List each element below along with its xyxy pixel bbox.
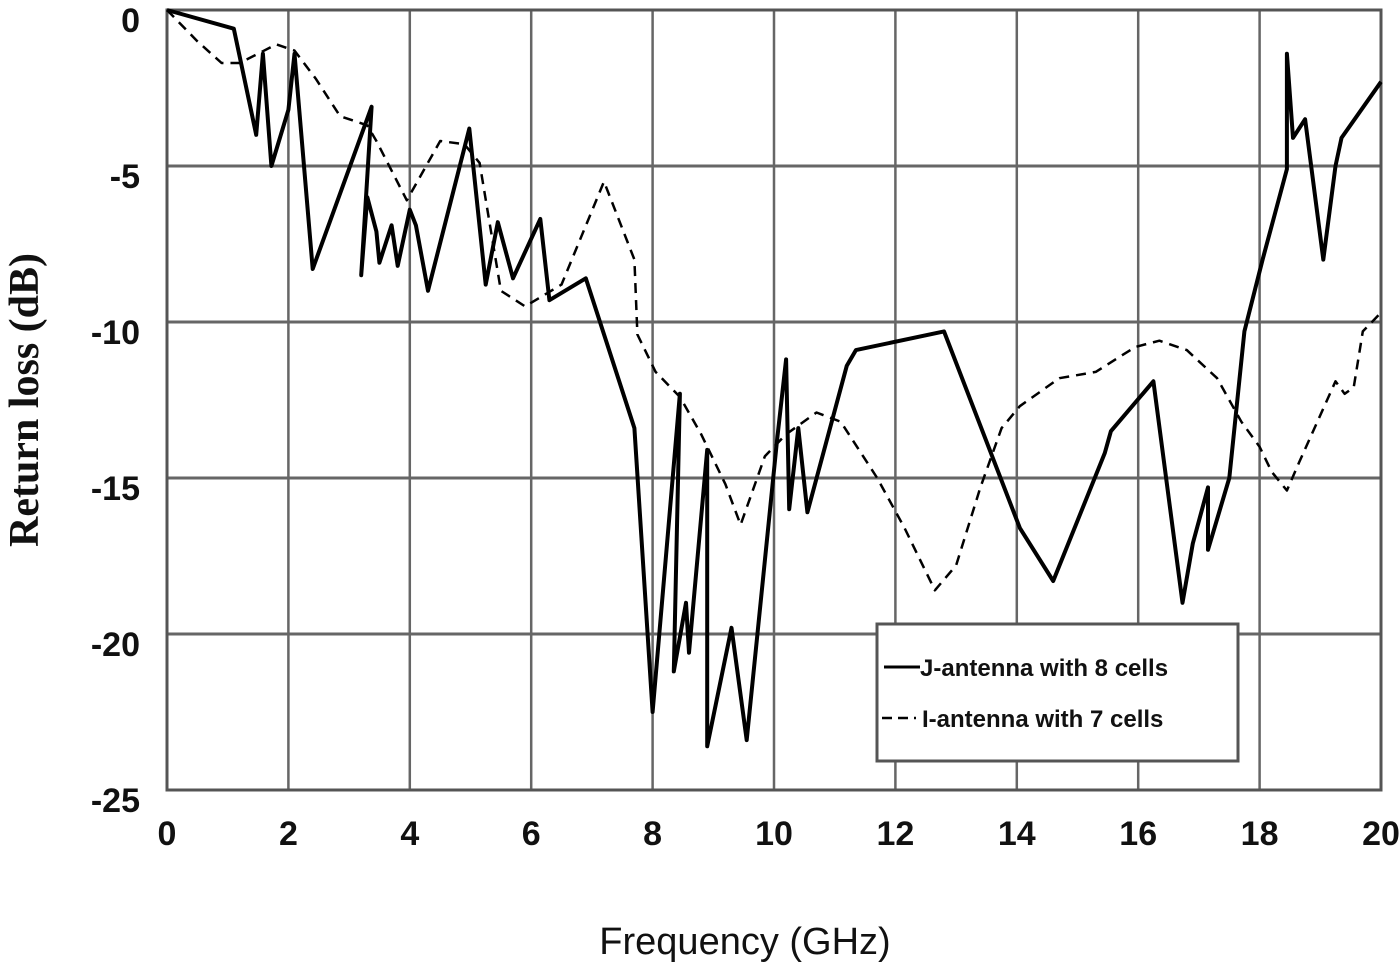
x-tick-label: 20 (1362, 815, 1400, 853)
y-tick-label: -5 (110, 158, 140, 196)
y-tick-label: -20 (91, 626, 140, 664)
data-series (166, 8, 1383, 749)
x-tick-label: 4 (400, 815, 419, 853)
series-j-antenna-line (166, 8, 1383, 749)
x-tick-label: 14 (998, 815, 1036, 853)
x-axis-label: Frequency (GHz) (599, 921, 890, 963)
y-tick-label: -15 (91, 470, 140, 508)
x-tick-label: 16 (1119, 815, 1157, 853)
x-tick-label: 10 (755, 815, 793, 853)
x-tick-labels: 0 2 4 6 8 10 12 14 16 18 20 (158, 815, 1400, 853)
legend-item-i-antenna: I-antenna with 7 cells (922, 706, 1163, 733)
x-tick-label: 8 (643, 815, 662, 853)
x-tick-label: 2 (279, 815, 298, 853)
y-axis-label: Return loss (dB) (2, 253, 48, 547)
y-tick-label: -10 (91, 314, 140, 352)
legend-item-j-antenna: J-antenna with 8 cells (920, 655, 1168, 682)
x-tick-label: 0 (158, 815, 177, 853)
x-tick-label: 18 (1241, 815, 1279, 853)
plot-frame (165, 8, 1383, 792)
x-tick-label: 6 (522, 815, 541, 853)
x-tick-label: 12 (876, 815, 914, 853)
y-tick-labels: 0 -5 -10 -15 -20 -25 (91, 2, 140, 820)
series-i-antenna-line (166, 9, 1382, 592)
y-tick-label: 0 (121, 2, 140, 40)
legend: J-antenna with 8 cells I-antenna with 7 … (875, 622, 1240, 763)
y-tick-label: -25 (91, 782, 140, 820)
legend-box (875, 622, 1240, 763)
